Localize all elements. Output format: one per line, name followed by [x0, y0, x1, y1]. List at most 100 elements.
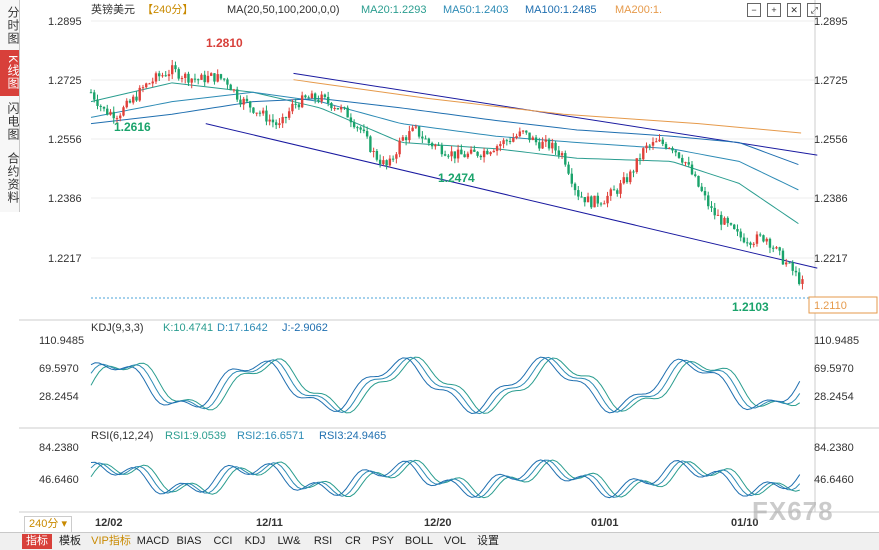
indicator-tab-0[interactable]: 指标 [22, 534, 52, 549]
symbol-title: 英镑美元 [91, 2, 135, 16]
annotation-high: 1.2810 [206, 36, 243, 50]
rsi-axis-right-0: 84.2380 [814, 442, 854, 454]
candle-body [174, 65, 177, 70]
candle-body [148, 83, 151, 85]
candle-body [791, 262, 794, 271]
candle-body [125, 100, 128, 108]
plus-icon[interactable]: + [767, 3, 782, 17]
candle-body [557, 150, 561, 156]
candle-body [801, 279, 804, 284]
candle-body [395, 154, 398, 159]
candle-body [154, 73, 158, 82]
candle-body [102, 106, 106, 109]
indicator-tab-9[interactable]: CR [345, 535, 361, 547]
candle-body [749, 242, 752, 245]
candle-body [648, 145, 651, 147]
ma20-line [90, 82, 799, 225]
ma20-value: MA20:1.2293 [361, 4, 426, 16]
price-axis-right-2: 1.2556 [814, 134, 848, 146]
candle-body [190, 78, 193, 83]
candle-body [703, 191, 707, 196]
rsi-axis-left-0: 84.2380 [39, 442, 79, 454]
rsi-axis-right-1: 46.6460 [814, 474, 854, 486]
candle-body [356, 127, 359, 129]
indicator-tab-2[interactable]: VIP指标 [91, 535, 131, 547]
candle-body [768, 238, 772, 248]
candle-body [593, 195, 596, 208]
candle-body [616, 190, 619, 194]
x-label-4: 01/10 [731, 517, 759, 529]
left-tab-bar: 分时图 K线图 闪电图 合约资料 [0, 0, 20, 212]
candle-body [359, 127, 362, 130]
price-axis-right-0: 1.2895 [814, 16, 848, 28]
indicator-tab-bar: 指标 模板 VIP指标 MACD BIAS CCI KDJ LW& RSI CR PSY BOLL VO… [0, 532, 879, 550]
indicator-tab-4[interactable]: BIAS [176, 535, 202, 547]
candle-body [180, 78, 184, 80]
candle-body [235, 89, 239, 100]
candle-body [567, 164, 570, 174]
candle-body [281, 117, 284, 124]
indicator-tab-3[interactable]: MACD [136, 535, 170, 547]
kdj-axis-left-2: 28.2454 [39, 391, 79, 403]
candle-body [733, 224, 736, 230]
candle-body [434, 144, 437, 147]
indicator-tab-11[interactable]: BOLL [404, 535, 434, 547]
candle-body [401, 137, 405, 141]
candle-body [655, 141, 658, 143]
candle-body [252, 107, 255, 113]
minus-icon[interactable]: − [747, 3, 761, 17]
candle-body [248, 101, 252, 108]
candle-body [486, 150, 489, 155]
candle-body [362, 129, 366, 132]
candle-body [132, 96, 135, 103]
candle-body [349, 117, 353, 123]
candle-body [339, 107, 343, 110]
candle-body [411, 127, 414, 132]
candle-body [443, 154, 447, 156]
candle-body [694, 174, 697, 176]
tab-contract-info[interactable]: 合约资料 [6, 152, 20, 204]
candle-body [479, 155, 483, 158]
rsi-line-2 [90, 459, 801, 499]
indicator-tab-10[interactable]: PSY [371, 535, 394, 547]
candle-body [512, 138, 515, 142]
indicator-tab-7[interactable]: LW& [277, 535, 301, 547]
candle-body [664, 143, 668, 149]
expand-icon[interactable]: ⤢ [807, 3, 822, 17]
indicator-tab-5[interactable]: CCI [213, 535, 233, 547]
candles-group [89, 59, 804, 290]
candle-body [629, 171, 632, 183]
tab-kline[interactable]: K线图 [0, 50, 20, 96]
candle-body [404, 137, 408, 141]
candle-body [518, 131, 522, 137]
candlestick-chart[interactable]: 英镑美元 【240分】 MA(20,50,100,200,0,0) MA20:1… [19, 0, 879, 532]
indicator-tab-6[interactable]: KDJ [244, 535, 266, 547]
period-selector[interactable]: 240分 ▾ [24, 516, 72, 533]
candle-body [112, 111, 115, 119]
crosshair-icon[interactable]: ✕ [787, 3, 802, 17]
candle-body [330, 103, 333, 109]
candle-body [333, 108, 336, 110]
candle-body [226, 79, 229, 85]
period-tag: 【240分】 [142, 3, 193, 16]
tab-lightning[interactable]: 闪电图 [6, 101, 20, 141]
candle-body [482, 150, 486, 158]
indicator-tab-13[interactable]: 设置 [477, 535, 499, 547]
candle-body [430, 143, 434, 147]
tab-timeshare[interactable]: 分时图 [6, 5, 20, 45]
price-axis-left-4: 1.2217 [48, 253, 82, 265]
indicator-tab-12[interactable]: VOL [443, 535, 466, 547]
candle-body [765, 238, 768, 242]
price-axis-right-1: 1.2725 [814, 75, 848, 87]
candle-body [495, 146, 499, 151]
candle-body [772, 247, 775, 249]
candle-body [323, 94, 327, 97]
candle-body [492, 150, 496, 153]
indicator-tab-8[interactable]: RSI [313, 535, 333, 547]
candle-body [352, 122, 356, 128]
candle-body [642, 148, 645, 160]
candle-body [671, 147, 674, 151]
candle-body [580, 196, 583, 198]
indicator-tab-1[interactable]: 模板 [59, 535, 81, 547]
candle-body [216, 74, 219, 82]
